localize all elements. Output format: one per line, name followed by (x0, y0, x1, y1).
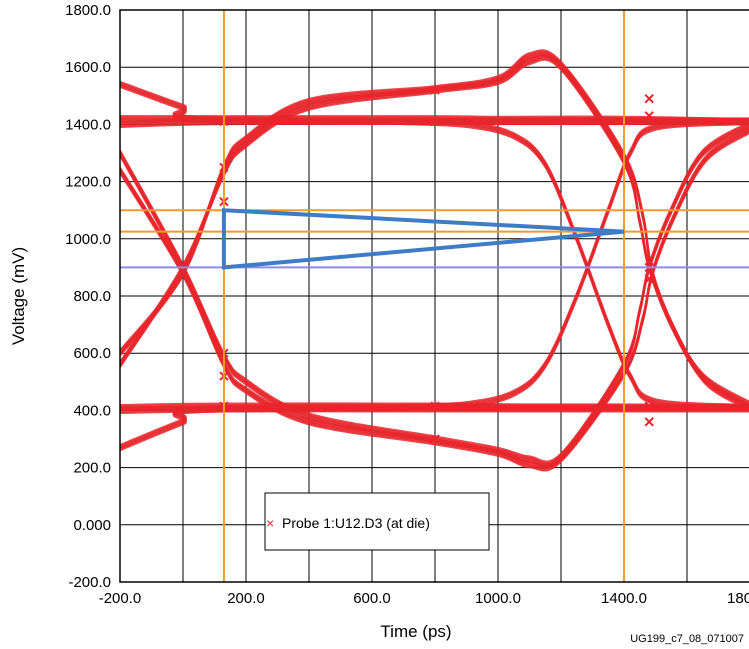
y-tick-label: 1200.0 (65, 174, 111, 191)
y-tick-label: 800.0 (73, 288, 111, 305)
x-axis-title: Time (ps) (380, 622, 451, 641)
x-tick-label: 600.0 (353, 590, 391, 607)
x-tick-label: 1800.0 (727, 590, 749, 607)
y-axis-title: Voltage (mV) (9, 247, 28, 345)
figure-id: UG199_c7_08_071007 (630, 633, 744, 645)
y-tick-label: 0.000 (73, 517, 111, 534)
x-tick-label: 1400.0 (601, 590, 647, 607)
eye-trace (403, 118, 749, 406)
plot-frame (119, 9, 749, 583)
probe-marker (430, 434, 440, 444)
y-tick-label: 1400.0 (65, 116, 111, 133)
probe-marker (430, 401, 440, 411)
x-tick-label: -200.0 (99, 590, 142, 607)
y-tick-label: 1800.0 (65, 2, 111, 19)
probe-marker (644, 111, 654, 121)
y-tick-label: 1000.0 (65, 231, 111, 248)
x-tick-label: 200.0 (227, 590, 265, 607)
x-tick-label: 1000.0 (475, 590, 521, 607)
probe-marker (644, 274, 654, 284)
probe-marker (430, 85, 440, 95)
y-tick-label: 600.0 (73, 345, 111, 362)
cursor-annotations (120, 10, 749, 582)
legend: × Probe 1:U12.D3 (at die) (264, 492, 490, 551)
y-tick-label: -200.0 (68, 574, 111, 591)
legend-box (264, 492, 490, 551)
legend-marker-icon: × (266, 515, 274, 531)
eye-mask-triangle (221, 208, 625, 270)
y-tick-label: 200.0 (73, 460, 111, 477)
probe-marker (644, 401, 654, 411)
y-tick-label: 400.0 (73, 402, 111, 419)
probe-marker (644, 417, 654, 427)
legend-entry: Probe 1:U12.D3 (at die) (282, 515, 430, 531)
probe-marker (430, 116, 440, 127)
probe-marker (644, 93, 654, 104)
eye-trace (120, 115, 749, 120)
y-tick-label: 1600.0 (65, 59, 111, 76)
axis-tick-labels: -200.0 200.0 600.0 1000.0 1400.0 1800.0 -200.0… (65, 2, 749, 607)
